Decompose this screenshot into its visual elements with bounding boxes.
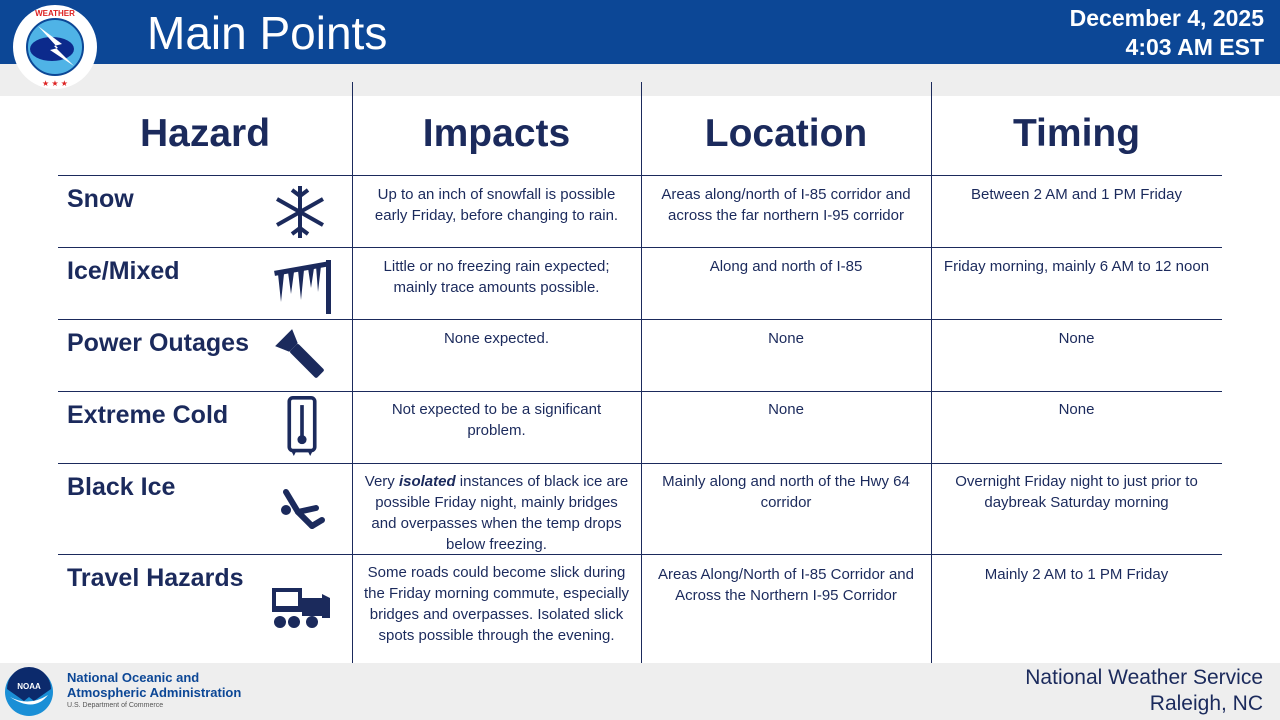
impacts-emphasis: isolated: [398, 473, 456, 490]
column-divider: [931, 82, 932, 663]
location-text: Areas along/north of I-85 corridor and a…: [661, 186, 911, 224]
hazard-name: Black Ice: [67, 473, 176, 501]
timing-text: Friday morning, mainly 6 AM to 12 noon: [943, 258, 1210, 275]
timing-text: Mainly 2 AM to 1 PM Friday: [984, 566, 1169, 583]
snowplow-truck-icon: [272, 588, 330, 628]
row-divider: [58, 391, 1222, 392]
timing-text: None: [1058, 330, 1095, 347]
timing-text: Between 2 AM and 1 PM Friday: [971, 186, 1182, 203]
svg-text:★ ★ ★: ★ ★ ★: [42, 79, 68, 88]
issued-time: 4:03 AM EST: [1125, 34, 1264, 60]
office-line2: Raleigh, NC: [1149, 692, 1263, 715]
impacts-text-pre: Very: [364, 473, 399, 490]
office-name: National Weather Service Raleigh, NC: [1025, 665, 1263, 717]
flashlight-icon: [275, 329, 324, 378]
nws-logo-icon: WEATHER ★ ★ ★: [13, 5, 97, 89]
location-text: Areas Along/North of I-85 Corridor and A…: [658, 566, 914, 604]
svg-text:WEATHER: WEATHER: [35, 9, 75, 18]
location-text: Mainly along and north of the Hwy 64 cor…: [662, 473, 910, 511]
row-divider: [58, 463, 1222, 464]
location-text: Along and north of I-85: [709, 258, 863, 275]
impacts-text: None expected.: [443, 330, 550, 347]
column-header-impacts: Impacts: [422, 112, 571, 155]
row-divider: [58, 554, 1222, 555]
main-points-table: Hazard Impacts Location Timing Snow Up t…: [58, 82, 1222, 663]
row-divider: [58, 319, 1222, 320]
noaa-line2: Atmospheric Administration: [67, 685, 242, 700]
issued-datetime: December 4, 2025 4:03 AM EST: [1070, 4, 1264, 62]
row-divider: [58, 247, 1222, 248]
location-text: None: [768, 330, 804, 347]
hazard-name: Travel Hazards: [67, 564, 244, 592]
page-title: Main Points: [147, 7, 388, 59]
column-header-timing: Timing: [1012, 112, 1141, 155]
impacts-text: Not expected to be a significant problem…: [391, 401, 602, 439]
timing-text: Overnight Friday night to just prior to …: [955, 473, 1198, 511]
header-band: [0, 64, 1280, 96]
noaa-department: U.S. Department of Commerce: [67, 702, 164, 709]
impacts-text: Some roads could become slick during the…: [363, 564, 630, 644]
slipping-person-icon: [281, 489, 325, 529]
noaa-name: National Oceanic and Atmospheric Administ…: [67, 670, 241, 700]
office-line1: National Weather Service: [1025, 666, 1263, 689]
svg-text:NOAA: NOAA: [17, 682, 41, 691]
column-header-location: Location: [704, 112, 868, 155]
location-text: None: [768, 401, 804, 418]
timing-text: None: [1058, 401, 1095, 418]
column-header-hazard: Hazard: [139, 112, 271, 155]
thermometer-icon: [287, 396, 317, 456]
noaa-logo-icon: NOAA: [5, 667, 53, 716]
impacts-text: Very isolated instances of black ice are…: [362, 471, 631, 555]
icicles-icon: [274, 260, 331, 314]
footer-bar: [0, 663, 1280, 720]
hazard-name: Extreme Cold: [67, 401, 229, 429]
hazard-name: Snow: [67, 185, 134, 213]
impacts-text: Little or no freezing rain expected; mai…: [383, 258, 610, 296]
impacts-text-post: instances of black ice are possible Frid…: [371, 473, 629, 553]
issued-date: December 4, 2025: [1069, 5, 1264, 31]
row-divider: [58, 175, 1222, 176]
hazard-name: Ice/Mixed: [67, 257, 180, 285]
header-bar: [0, 0, 1280, 64]
noaa-line1: National Oceanic and: [67, 670, 200, 685]
hazard-name: Power Outages: [67, 329, 249, 357]
impacts-text: Up to an inch of snowfall is possible ea…: [374, 186, 619, 224]
column-divider: [352, 82, 353, 663]
column-divider: [641, 82, 642, 663]
snowflake-icon: [276, 186, 324, 238]
